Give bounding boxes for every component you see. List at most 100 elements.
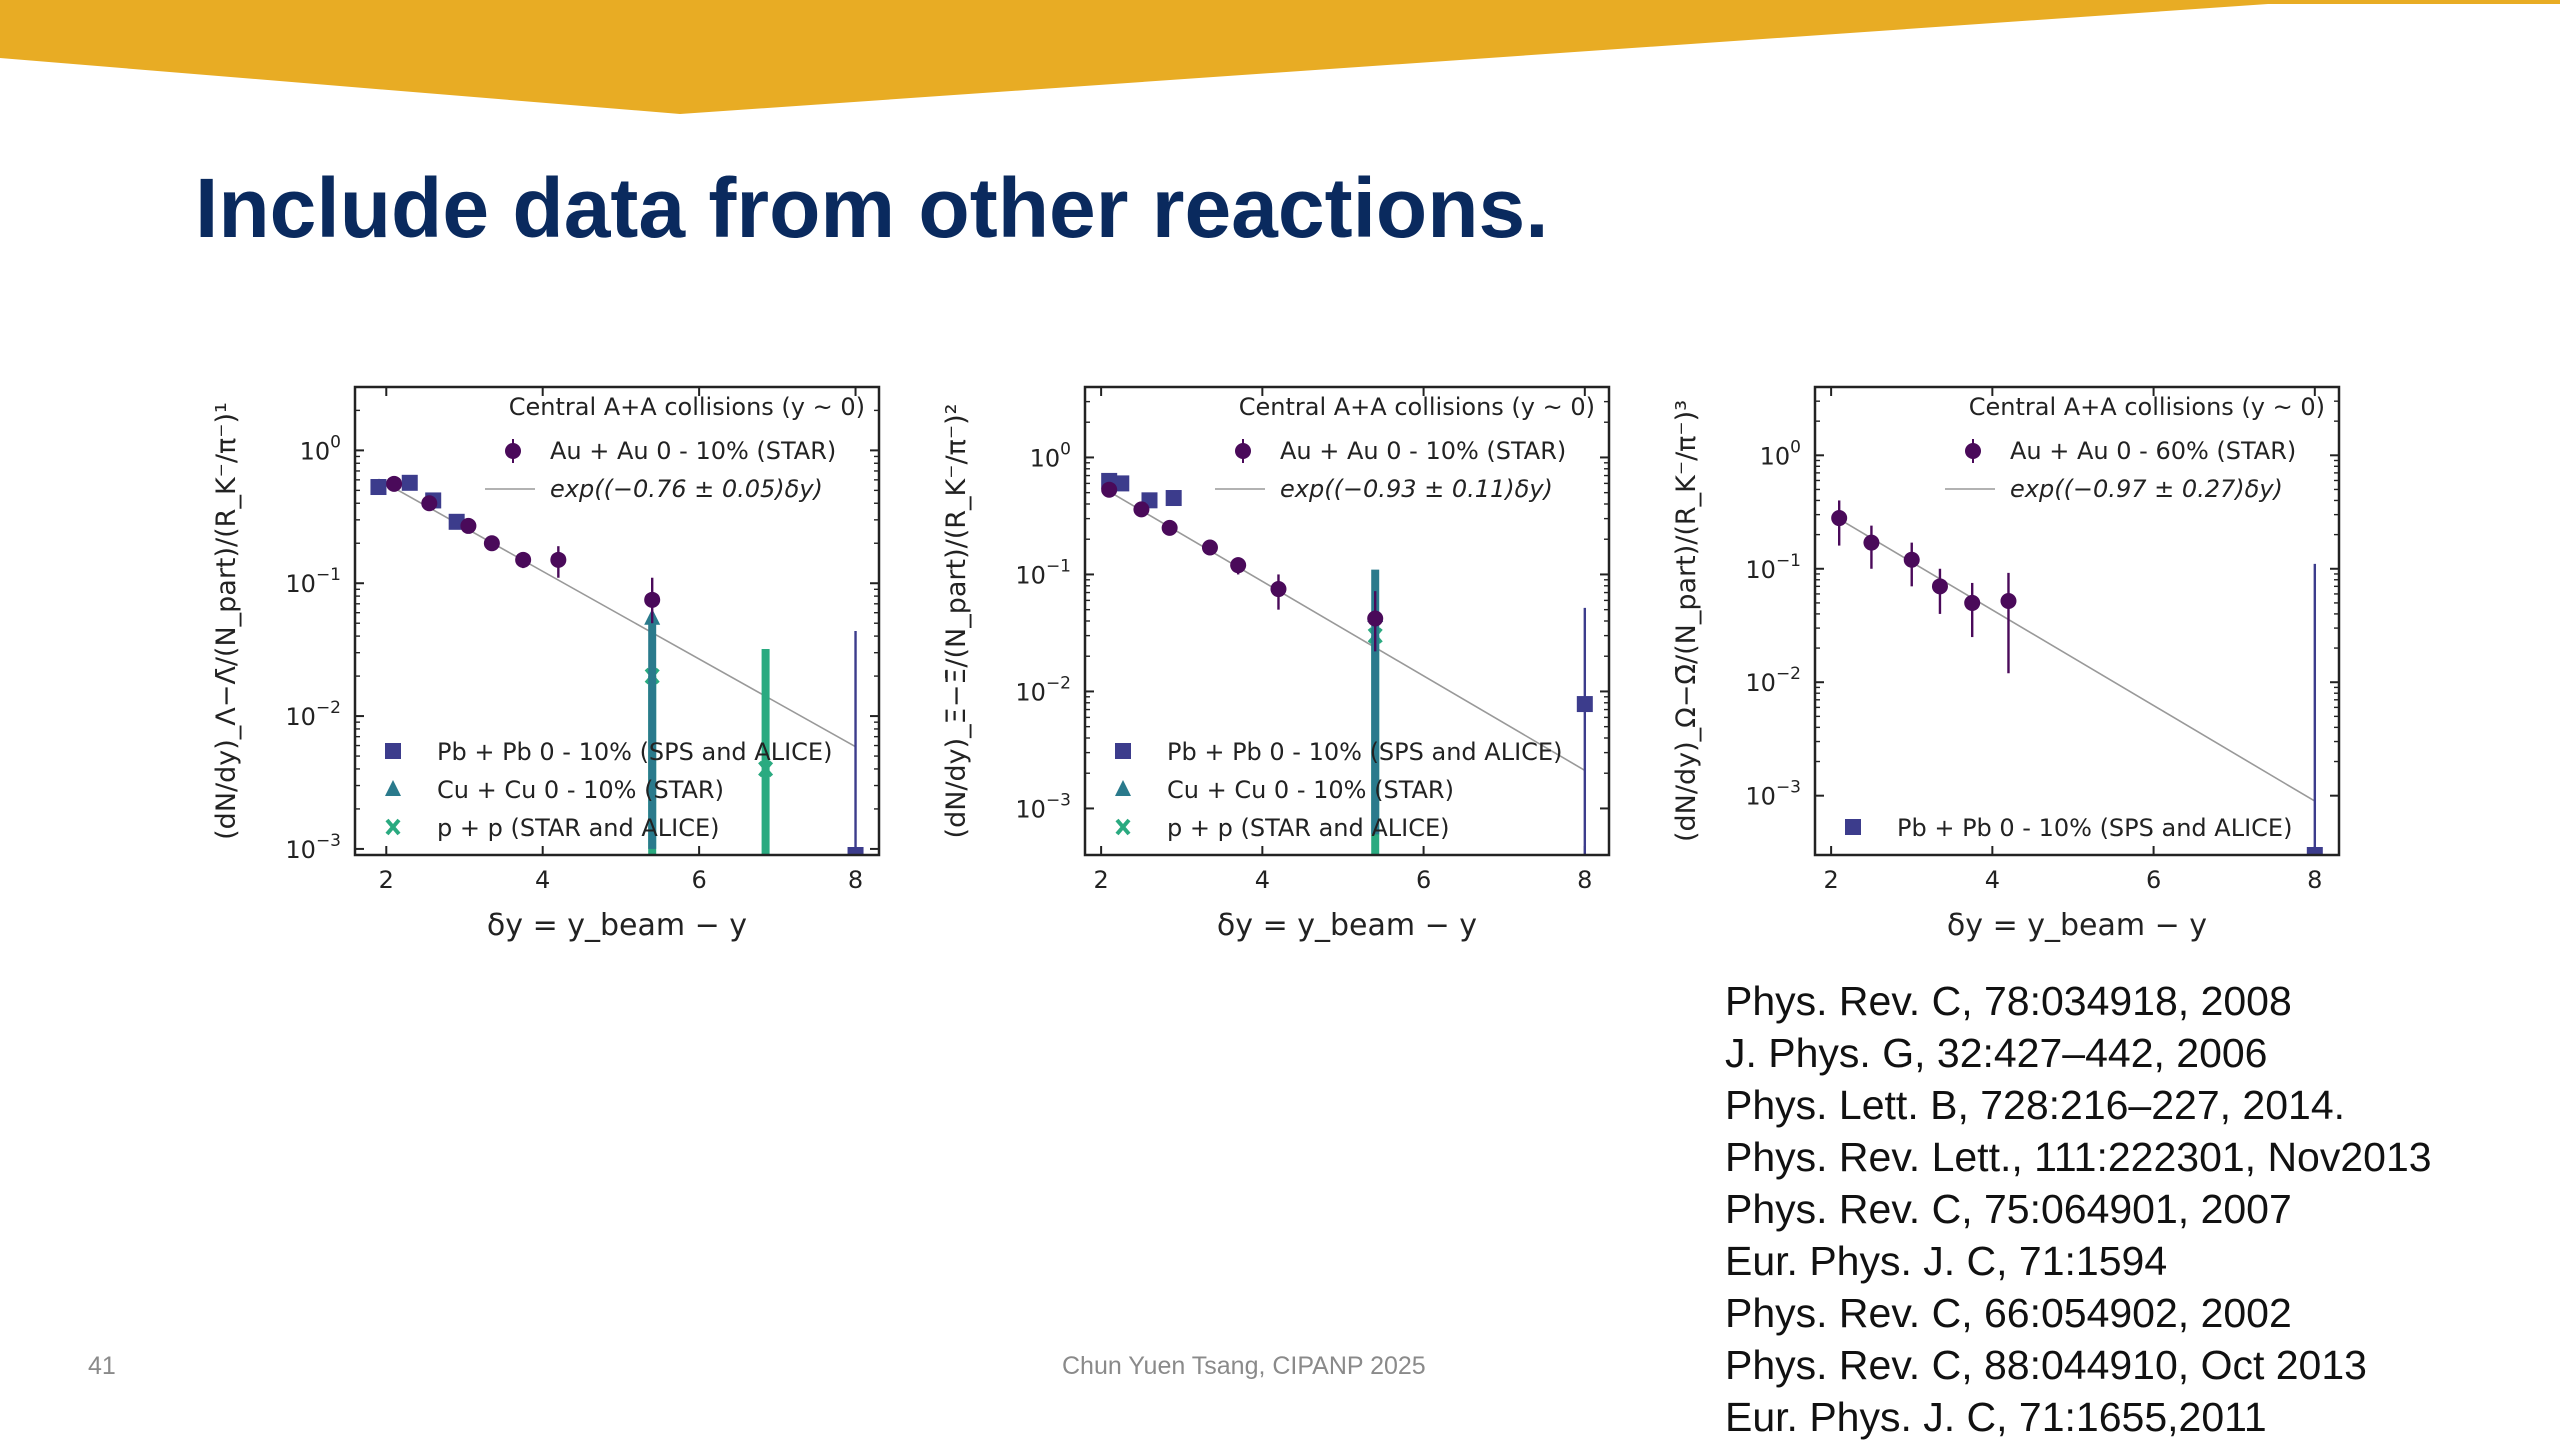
- footer-text: Chun Yuen Tsang, CIPANP 2025: [1062, 1352, 1426, 1380]
- x-tick-label: 2: [1093, 866, 1108, 894]
- y-tick-label: 10−2: [1745, 664, 1801, 697]
- legend-cu-label: Cu + Cu 0 - 10% (STAR): [1167, 776, 1454, 804]
- reference-item: Phys. Rev. Lett., 111:222301, Nov2013: [1725, 1134, 2432, 1180]
- y-axis-label: (dN/dy)_Ξ−Ξ̄/(N_part)/(R_K⁻/π⁻)²: [941, 404, 972, 839]
- x-axis-label: δy = y_beam − y: [1217, 908, 1477, 943]
- y-tick-label: 10−1: [1015, 556, 1071, 589]
- au-data-point: [1230, 557, 1247, 574]
- au-data-point: [1270, 581, 1287, 598]
- fit-line: [1838, 518, 2316, 802]
- legend-fit-label: exp((−0.76 ± 0.05)δy): [550, 475, 823, 503]
- x-tick-label: 8: [848, 866, 863, 894]
- legend-au-label: Au + Au 0 - 10% (STAR): [1280, 437, 1566, 465]
- y-tick-label: 10−3: [1745, 778, 1801, 811]
- legend-fit-label: exp((−0.97 ± 0.27)δy): [2010, 475, 2283, 503]
- au-data-point: [1903, 551, 1920, 568]
- fit-line: [1108, 490, 1586, 772]
- y-tick-exponent: −2: [316, 698, 341, 718]
- pb-data-point: [1165, 490, 1182, 507]
- legend-au-label: Au + Au 0 - 60% (STAR): [2010, 437, 2296, 465]
- plot-frame: [1083, 385, 1611, 857]
- legend-pp-label: p + p (STAR and ALICE): [437, 814, 720, 842]
- chart-annotation: Central A+A collisions (y ~ 0): [509, 393, 865, 421]
- y-tick-exponent: 0: [1790, 437, 1801, 457]
- pb-data-point: [847, 847, 864, 855]
- pb-data-point: [401, 474, 418, 491]
- pp-data-point: [758, 760, 774, 778]
- legend-pb-label: Pb + Pb 0 - 10% (SPS and ALICE): [1897, 814, 2292, 842]
- reference-item: Phys. Rev. C, 75:064901, 2007: [1725, 1186, 2292, 1232]
- legend-cu-label: Cu + Cu 0 - 10% (STAR): [437, 776, 724, 804]
- y-tick-label: 100: [300, 432, 341, 465]
- plot-frame: [1813, 385, 2341, 857]
- legend-pp-label: p + p (STAR and ALICE): [1167, 814, 1450, 842]
- au-data-point: [1964, 594, 1981, 611]
- reference-item: J. Phys. G, 32:427–442, 2006: [1725, 1030, 2268, 1076]
- legend-pp-marker: [385, 818, 401, 836]
- reference-item: Phys. Rev. C, 78:034918, 2008: [1725, 978, 2292, 1024]
- legend-cu-marker: [1115, 780, 1131, 796]
- au-data-point: [644, 591, 661, 608]
- page-number: 41: [88, 1352, 116, 1380]
- x-tick-label: 2: [1823, 866, 1838, 894]
- au-data-point: [515, 551, 532, 568]
- x-tick-label: 4: [535, 866, 550, 894]
- au-data-point: [550, 551, 567, 568]
- pb-data-point: [1113, 475, 1130, 492]
- y-tick-label: 10−3: [1015, 790, 1071, 823]
- plot-area: [370, 474, 864, 855]
- pb-data-point: [2306, 847, 2323, 855]
- y-tick-label: 100: [1030, 439, 1071, 472]
- legend-pb-label: Pb + Pb 0 - 10% (SPS and ALICE): [1167, 738, 1562, 766]
- x-tick-label: 8: [2307, 866, 2322, 894]
- reference-item: Phys. Rev. C, 88:044910, Oct 2013: [1725, 1342, 2367, 1388]
- x-tick-label: 6: [1416, 866, 1431, 894]
- legend-pb-marker: [385, 743, 401, 759]
- slide-title: Include data from other reactions.: [195, 161, 1549, 255]
- au-data-point: [1201, 539, 1218, 556]
- y-axis-label: (dN/dy)_Ω−Ω̄/(N_part)/(R_K⁻/π⁻)³: [1671, 400, 1702, 842]
- chart-xi: 100 10−1 10−2 10−3 2 4 6 8 Central A+A collision…: [941, 385, 1611, 943]
- chart-annotation: Central A+A collisions (y ~ 0): [1969, 393, 2325, 421]
- pb-data-point: [370, 479, 387, 496]
- y-tick-label: 100: [1760, 437, 1801, 470]
- reference-item: Phys. Rev. C, 66:054902, 2002: [1725, 1290, 2292, 1336]
- y-tick-exponent: −3: [1046, 790, 1071, 810]
- x-tick-label: 4: [1985, 866, 2000, 894]
- legend-pb-marker: [1845, 819, 1861, 835]
- y-tick-exponent: −1: [1046, 556, 1071, 576]
- pb-data-point: [1576, 696, 1593, 713]
- au-data-point: [1101, 481, 1118, 498]
- chart-annotation: Central A+A collisions (y ~ 0): [1239, 393, 1595, 421]
- x-tick-label: 4: [1255, 866, 1270, 894]
- y-tick-exponent: −1: [1776, 551, 1801, 571]
- y-tick-exponent: 0: [330, 432, 341, 452]
- plot-area: [1101, 472, 1593, 855]
- au-data-point: [460, 517, 477, 534]
- x-tick-label: 6: [691, 866, 706, 894]
- au-data-point: [483, 535, 500, 552]
- chart-lambda: 100 10−1 10−2 10−3 2 4 6 8 Central A+A collision…: [211, 385, 881, 943]
- legend-au-label: Au + Au 0 - 10% (STAR): [550, 437, 836, 465]
- au-data-point: [386, 475, 403, 492]
- x-axis-label: δy = y_beam − y: [1947, 908, 2207, 943]
- banner-shape: [0, 0, 2560, 114]
- y-tick-label: 10−2: [1015, 673, 1071, 706]
- y-tick-exponent: −2: [1046, 673, 1071, 693]
- au-data-point: [1931, 578, 1948, 595]
- legend-pb-label: Pb + Pb 0 - 10% (SPS and ALICE): [437, 738, 832, 766]
- legend-cu-marker: [385, 780, 401, 796]
- reference-item: Eur. Phys. J. C, 71:1594: [1725, 1238, 2168, 1284]
- y-tick-label: 10−2: [285, 698, 341, 731]
- au-data-point: [1161, 519, 1178, 536]
- plot-area: [1831, 500, 2323, 855]
- header-banner: [0, 0, 2560, 114]
- x-tick-label: 6: [2146, 866, 2161, 894]
- y-tick-label: 10−1: [1745, 551, 1801, 584]
- y-axis-label: (dN/dy)_Λ−Λ̄/(N_part)/(R_K⁻/π⁻)¹: [211, 402, 242, 840]
- x-tick-label: 2: [379, 866, 394, 894]
- au-data-point: [1133, 501, 1150, 518]
- y-tick-exponent: −3: [316, 831, 341, 851]
- legend-pb-marker: [1115, 743, 1131, 759]
- y-tick-label: 10−3: [285, 831, 341, 864]
